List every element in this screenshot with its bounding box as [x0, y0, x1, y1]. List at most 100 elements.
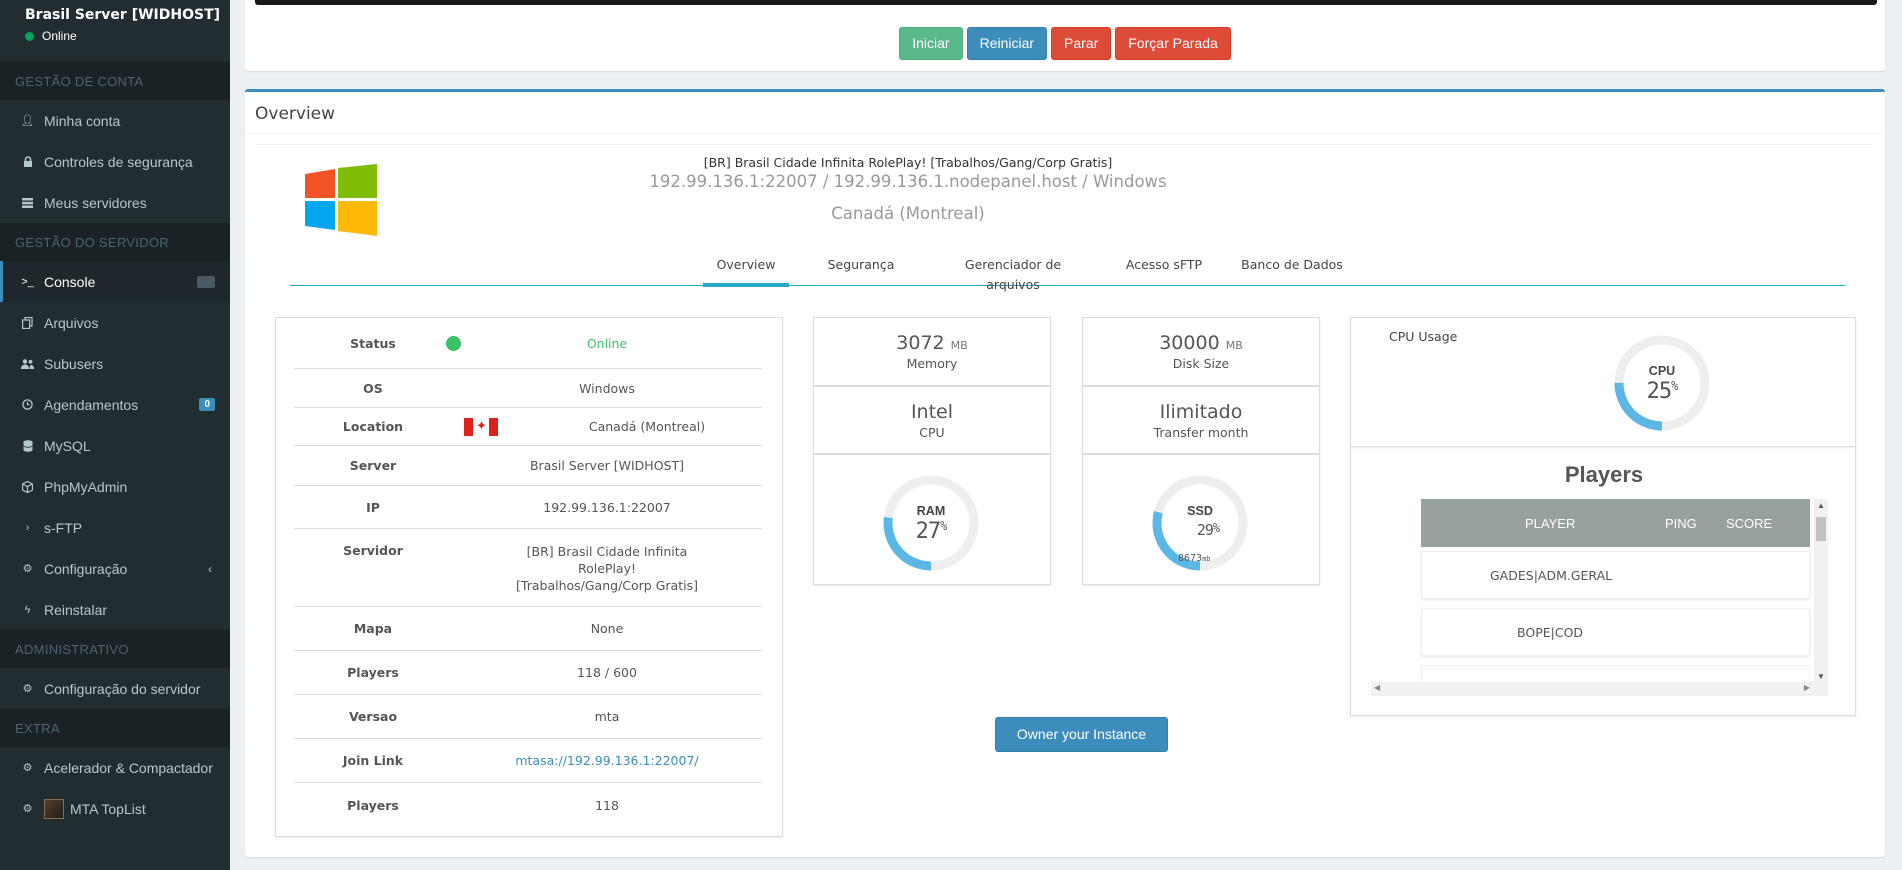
user-icon: 👤︎ [20, 115, 35, 127]
info-value: 192.99.136.1:22007 [543, 499, 671, 515]
scroll-thumb[interactable] [1816, 517, 1826, 541]
sidebar-item-reinstalar[interactable]: ϟ Reinstalar [0, 589, 230, 630]
terminal-icon: >_ [21, 275, 34, 288]
transfer-label: Transfer month [1153, 425, 1249, 440]
stop-button[interactable]: Parar [1051, 27, 1112, 60]
col-score: SCORE [1726, 515, 1773, 531]
nav-header-administrativo: ADMINISTRATIVO [0, 630, 230, 668]
restart-button[interactable]: Reiniciar [966, 27, 1048, 60]
nav-header-servidor: GESTÃO DO SERVIDOR [0, 223, 230, 261]
info-row-servidor: Servidor [BR] Brasil Cidade Infinita Rol… [294, 529, 762, 607]
clock-icon [20, 399, 35, 410]
scroll-left-icon[interactable]: ◀ [1374, 683, 1381, 692]
join-link[interactable]: mtasa://192.99.136.1:22007/ [515, 753, 699, 768]
sidebar-item-toplist[interactable]: ⚙ MTA TopList [0, 788, 230, 829]
owner-instance-button[interactable]: Owner your Instance [995, 717, 1168, 752]
tab-banco[interactable]: Banco de Dados [1241, 257, 1343, 272]
info-label: IP [366, 499, 380, 515]
sidebar-item-label: Agendamentos [44, 396, 139, 413]
sidebar-item-configuracao[interactable]: ⚙ Configuração ‹ [0, 548, 230, 589]
sidebar-item-label: Subusers [44, 355, 104, 372]
cpu-gauge-ring [1614, 335, 1710, 431]
table-row [1421, 665, 1810, 682]
ram-gauge-label: RAM [916, 504, 946, 518]
sidebar-item-agendamentos[interactable]: Agendamentos 0 [0, 384, 230, 425]
scroll-right-icon[interactable]: ▶ [1803, 683, 1810, 692]
players-horizontal-scrollbar[interactable]: ◀ ▶ [1371, 682, 1828, 696]
cpu-card: Intel CPU [813, 386, 1051, 454]
windows-logo-icon [305, 164, 377, 236]
power-controls: Iniciar Reiniciar Parar Forçar Parada [245, 27, 1885, 60]
server-title: [BR] Brasil Cidade Infinita RolePlay! [T… [703, 155, 1113, 170]
memory-value: 3072 MB [896, 332, 968, 354]
tab-overview[interactable]: Overview [703, 255, 789, 287]
force-stop-button[interactable]: Forçar Parada [1115, 27, 1231, 60]
sidebar-item-controles[interactable]: Controles de segurança [0, 141, 230, 182]
sidebar-item-arquivos[interactable]: Arquivos [0, 302, 230, 343]
players-vertical-scrollbar[interactable]: ▲ ▼ [1814, 499, 1828, 683]
info-value: Online [586, 335, 628, 351]
info-label: Join Link [342, 753, 404, 768]
tab-sftp[interactable]: Acesso sFTP [1125, 257, 1203, 272]
console-output[interactable] [255, 0, 1877, 5]
sidebar-item-label: Meus servidores [44, 194, 147, 211]
ram-gauge-card: RAM 27% [813, 454, 1051, 585]
ssd-gauge-card: SSD 29% 8673mb [1082, 454, 1320, 585]
info-label: Players [347, 797, 399, 813]
cpu-value: Intel [910, 401, 954, 423]
sidebar-item-label: Configuração [44, 560, 128, 577]
start-button[interactable]: Iniciar [899, 27, 963, 60]
sidebar-item-label: Console [44, 273, 96, 290]
console-indicator-icon [197, 275, 215, 288]
memory-label: Memory [906, 356, 958, 371]
info-value: Brasil Server [WIDHOST] [529, 458, 684, 473]
sidebar-item-acelerador[interactable]: ⚙ Acelerador & Compactador [0, 747, 230, 788]
info-label: Server [349, 458, 397, 473]
info-row-ip: IP 192.99.136.1:22007 [294, 486, 762, 529]
table-row: GADES|ADM.GERAL [1421, 551, 1810, 599]
player-name: GADES|ADM.GERAL [1490, 567, 1613, 583]
sidebar-item-console[interactable]: >_ Console [0, 261, 230, 302]
chevron-left-icon: ‹ [208, 561, 212, 576]
server-name: Brasil Server [WIDHOST] [25, 7, 221, 23]
sidebar-item-config-servidor[interactable]: ⚙ Configuração do servidor [0, 668, 230, 709]
nav-header-extra: EXTRA [0, 709, 230, 747]
player-name: BOPE|COD [1517, 624, 1584, 640]
sidebar-item-label: Configuração do servidor [44, 680, 201, 697]
servidor-line: [BR] Brasil Cidade Infinita [526, 544, 688, 559]
sidebar-item-minha-conta[interactable]: 👤︎ Minha conta [0, 100, 230, 141]
files-icon [20, 316, 35, 329]
tab-gerenciador[interactable]: Gerenciador de arquivos [964, 257, 1062, 292]
canada-flag-icon [464, 417, 498, 436]
users-icon [20, 358, 35, 369]
transfer-value: Ilimitado [1159, 401, 1243, 423]
info-value: None [590, 621, 624, 636]
bolt-icon: ϟ [24, 603, 31, 616]
scroll-up-icon[interactable]: ▲ [1817, 501, 1825, 510]
sidebar-item-sftp[interactable]: › s-FTP [0, 507, 230, 548]
server-icon [20, 197, 35, 208]
cpu-usage-title: CPU Usage [1389, 329, 1458, 344]
sidebar-item-meus-servidores[interactable]: Meus servidores [0, 182, 230, 223]
col-player: PLAYER [1525, 515, 1576, 531]
sidebar-item-label: Reinstalar [44, 601, 108, 618]
scroll-down-icon[interactable]: ▼ [1817, 672, 1825, 681]
tab-seguranca[interactable]: Segurança [827, 257, 895, 272]
info-label: Versao [348, 709, 398, 724]
sidebar-item-mysql[interactable]: MySQL [0, 425, 230, 466]
sidebar: Brasil Server [WIDHOST] Online GESTÃO DE… [0, 0, 230, 870]
table-row: BOPE|COD [1421, 608, 1810, 656]
overview-tabs: Overview Segurança Gerenciador de arquiv… [290, 255, 1845, 292]
info-value: 118 / 600 [577, 665, 637, 680]
info-row-join: Join Link mtasa://192.99.136.1:22007/ [294, 739, 762, 783]
servidor-line: RolePlay! [577, 561, 636, 576]
server-address: 192.99.136.1:22007 / 192.99.136.1.nodepa… [649, 172, 1167, 191]
memory-card: 3072 MB Memory [813, 317, 1051, 386]
ram-gauge-ring [883, 475, 979, 571]
sidebar-item-subusers[interactable]: Subusers [0, 343, 230, 384]
server-location: Canadá (Montreal) [831, 204, 985, 223]
transfer-card: Ilimitado Transfer month [1082, 386, 1320, 454]
info-value: 118 [595, 797, 619, 813]
sidebar-item-phpmyadmin[interactable]: PhpMyAdmin [0, 466, 230, 507]
info-row-os: OS Windows [294, 369, 762, 408]
